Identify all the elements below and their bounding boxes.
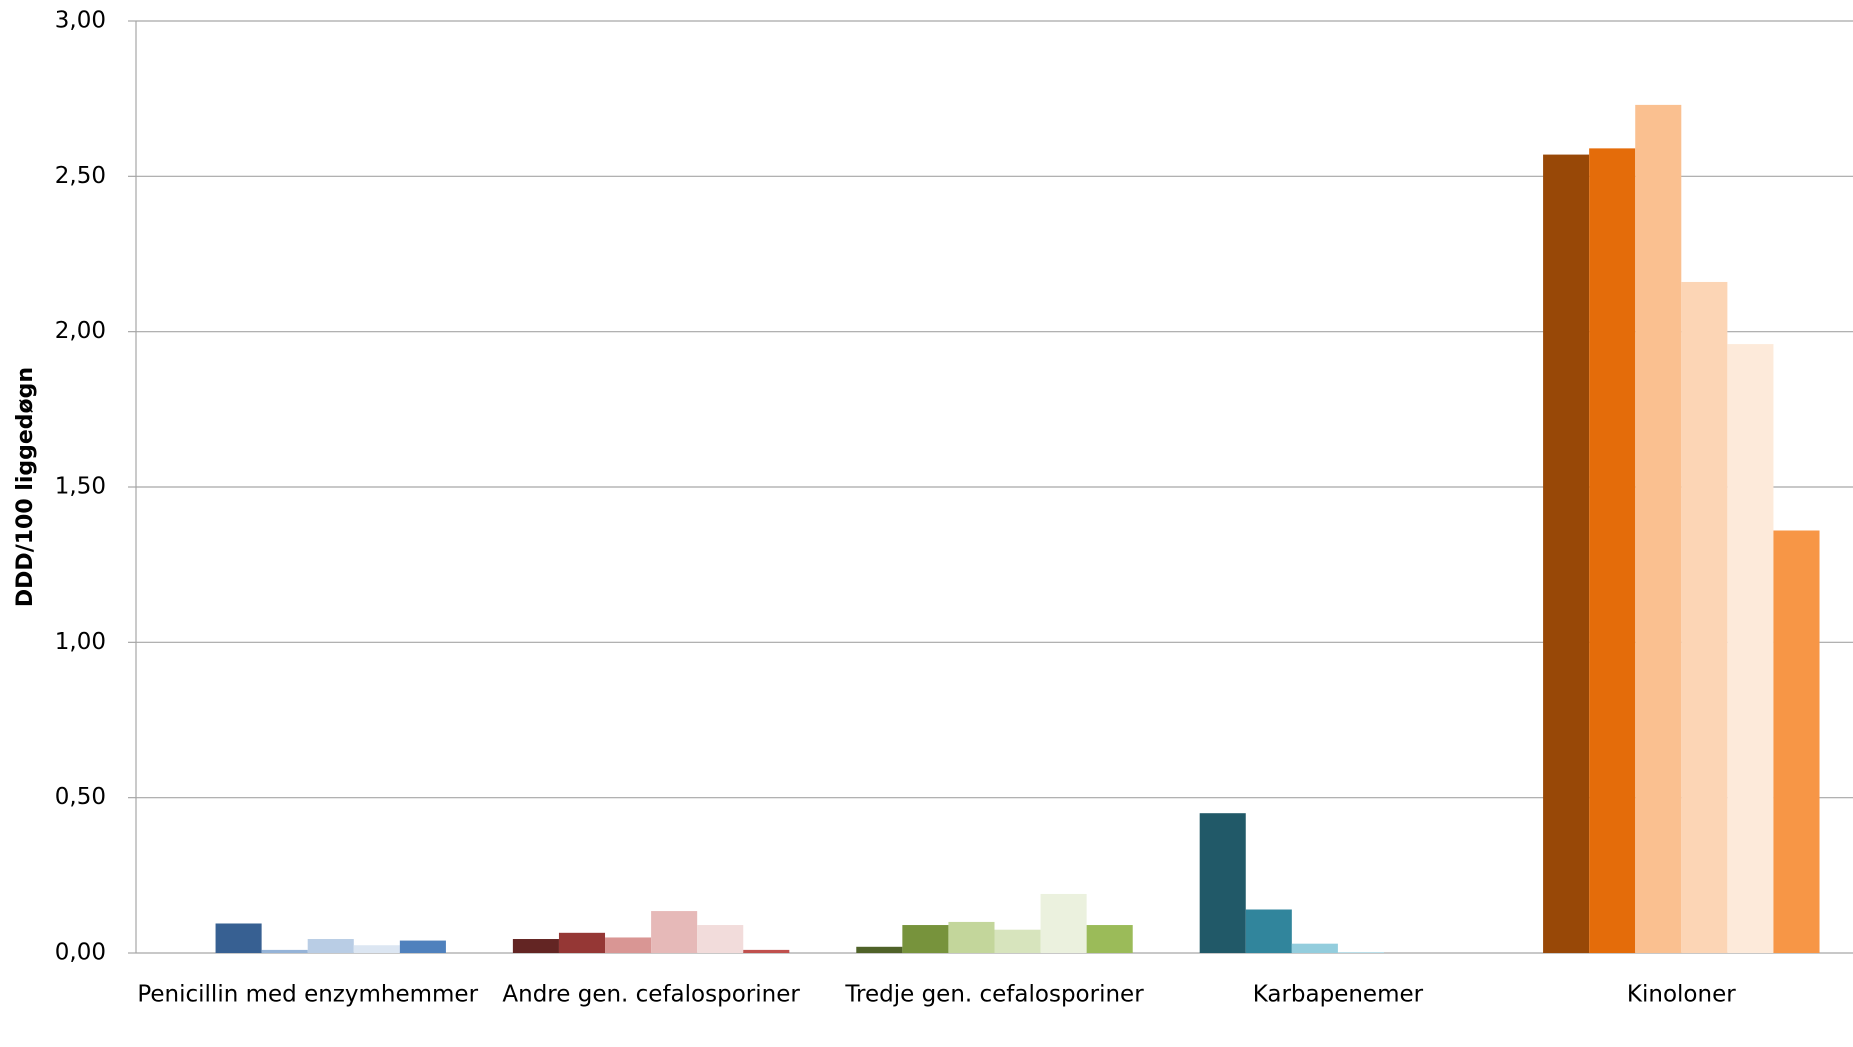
bar bbox=[1773, 530, 1820, 953]
bar bbox=[948, 921, 995, 953]
bar bbox=[261, 949, 308, 953]
x-tick-label: Tredje gen. cefalosporiner bbox=[844, 982, 1144, 1008]
bar bbox=[1245, 909, 1292, 953]
bar bbox=[1291, 943, 1338, 953]
bar bbox=[1589, 148, 1636, 953]
bar bbox=[353, 945, 400, 953]
bar bbox=[558, 932, 606, 953]
bar bbox=[1199, 813, 1246, 953]
bar bbox=[856, 946, 903, 953]
x-tick-label: Andre gen. cefalosporiner bbox=[502, 982, 800, 1008]
bar bbox=[743, 949, 790, 953]
x-tick-label: Kinoloner bbox=[1627, 982, 1736, 1008]
y-tick-label: 1,50 bbox=[55, 474, 106, 500]
y-tick-label: 0,50 bbox=[55, 784, 106, 810]
bar bbox=[1086, 925, 1133, 953]
bar bbox=[605, 937, 652, 953]
bar bbox=[307, 939, 354, 953]
x-tick-label: Karbapenemer bbox=[1253, 982, 1424, 1008]
y-tick-label: 3,00 bbox=[55, 8, 106, 34]
bar bbox=[651, 911, 698, 953]
y-tick-label: 2,00 bbox=[55, 318, 106, 344]
bar bbox=[512, 939, 559, 953]
bar bbox=[399, 940, 446, 953]
y-tick-label: 0,00 bbox=[55, 940, 106, 966]
bar bbox=[1543, 154, 1590, 953]
bar bbox=[1040, 893, 1087, 953]
bar bbox=[994, 929, 1041, 953]
x-tick-label: Penicillin med enzymhemmer bbox=[137, 982, 478, 1008]
bar bbox=[1681, 281, 1728, 954]
bar bbox=[1635, 104, 1682, 953]
bar bbox=[1337, 952, 1384, 953]
bar bbox=[902, 925, 949, 953]
y-tick-label: 1,00 bbox=[55, 629, 106, 655]
bar bbox=[1727, 344, 1774, 953]
bar bbox=[215, 923, 262, 953]
bar bbox=[697, 925, 744, 953]
y-axis-title: DDD/100 liggedøgn bbox=[13, 367, 38, 607]
y-tick-label: 2,50 bbox=[55, 163, 106, 189]
